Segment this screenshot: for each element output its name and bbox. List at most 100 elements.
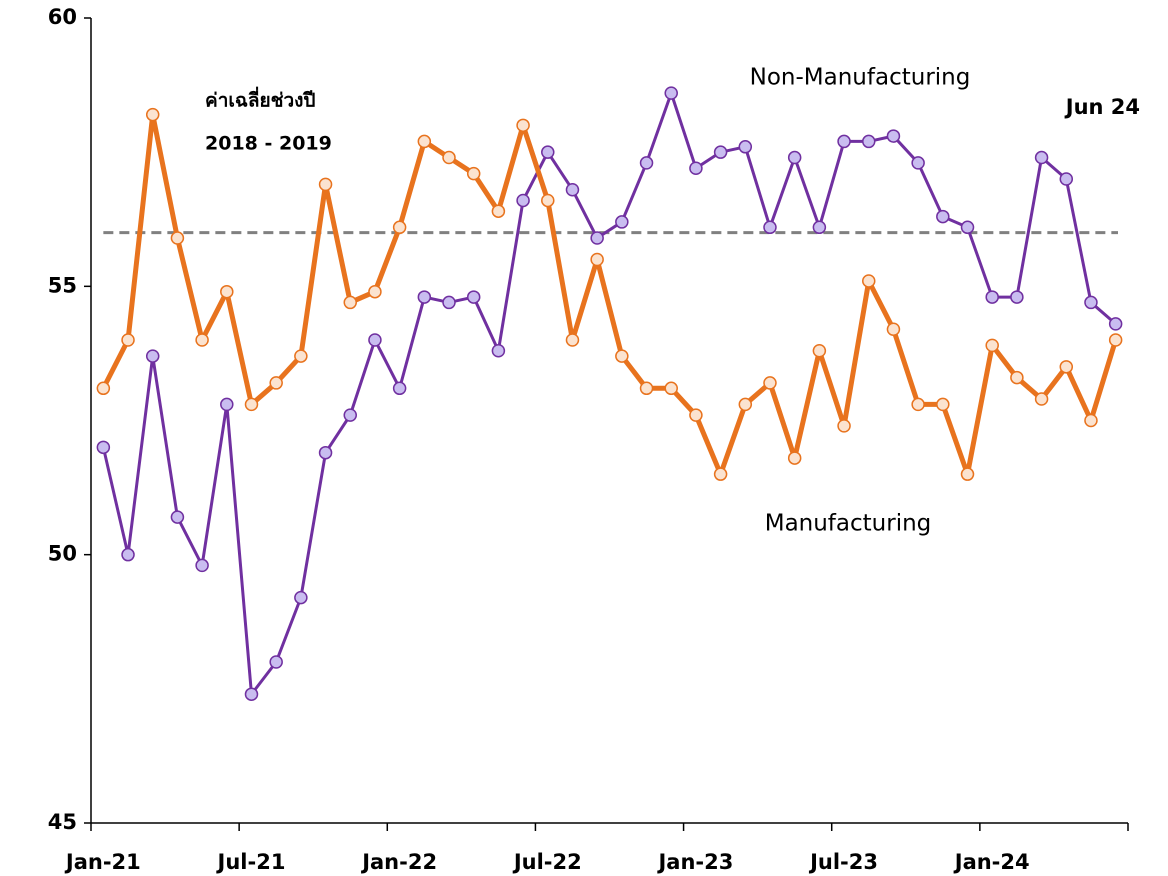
marker	[145, 107, 160, 122]
marker	[195, 558, 209, 573]
x-tick-label: Jan-21	[64, 850, 141, 874]
marker	[837, 134, 851, 149]
marker	[368, 333, 382, 347]
marker	[96, 381, 111, 396]
marker	[1108, 317, 1123, 331]
marker	[936, 209, 950, 224]
marker	[170, 231, 185, 245]
marker	[565, 182, 580, 197]
marker	[985, 290, 999, 304]
marker	[689, 408, 703, 422]
y-tick-label: 50	[48, 542, 77, 566]
marker	[491, 343, 506, 358]
marker	[639, 381, 654, 396]
marker	[936, 397, 950, 412]
marker	[269, 376, 283, 390]
marker	[491, 204, 506, 218]
marker	[1108, 333, 1123, 347]
marker	[1084, 295, 1098, 310]
marker	[343, 295, 357, 310]
marker	[121, 333, 135, 347]
marker	[466, 166, 481, 181]
marker	[960, 467, 975, 481]
marker	[960, 220, 975, 235]
marker	[368, 284, 382, 299]
marker	[565, 333, 580, 347]
marker	[1059, 172, 1074, 186]
marker	[1034, 150, 1049, 165]
marker	[145, 349, 160, 363]
y-tick-label: 55	[48, 273, 77, 297]
marker	[220, 284, 234, 299]
reference-label: ค่าเฉลี่ยช่วงปี	[205, 87, 316, 112]
marker	[763, 376, 777, 390]
x-tick-label: Jan-23	[656, 850, 733, 874]
y-tick-label: 45	[48, 810, 77, 834]
marker	[1010, 290, 1024, 304]
series-line	[101, 112, 1119, 477]
marker	[713, 467, 728, 481]
marker	[392, 381, 407, 396]
annotation: Jun 24	[1064, 95, 1140, 119]
marker	[442, 295, 456, 310]
marker	[1084, 413, 1098, 428]
marker	[516, 118, 530, 133]
marker	[615, 349, 629, 363]
marker	[985, 338, 999, 353]
marker	[244, 397, 259, 412]
marker	[763, 220, 777, 235]
marker	[442, 150, 456, 165]
marker	[639, 156, 654, 170]
marker	[541, 145, 555, 159]
marker	[318, 177, 333, 192]
x-tick-label: Jan-24	[953, 850, 1030, 874]
marker	[392, 220, 407, 235]
marker	[269, 655, 283, 669]
x-tick-label: Jan-22	[360, 850, 437, 874]
marker	[787, 150, 802, 165]
marker	[664, 381, 678, 396]
marker	[911, 156, 925, 170]
x-tick-label: Jul-22	[512, 850, 582, 874]
marker	[738, 140, 753, 154]
marker	[689, 161, 703, 176]
series-label: Manufacturing	[765, 511, 932, 537]
marker	[417, 290, 432, 304]
marker	[220, 397, 234, 412]
marker	[862, 134, 876, 149]
marker	[812, 343, 827, 358]
marker	[417, 134, 432, 149]
marker	[318, 445, 333, 460]
marker	[195, 333, 209, 347]
marker	[713, 145, 728, 159]
marker	[1034, 392, 1049, 406]
marker	[837, 419, 851, 433]
marker	[664, 86, 678, 100]
marker	[121, 547, 135, 562]
marker	[541, 193, 555, 208]
marker	[516, 193, 530, 208]
marker	[615, 215, 629, 229]
marker	[911, 397, 925, 412]
marker	[738, 397, 753, 412]
marker	[244, 687, 259, 701]
reference-label: 2018 - 2019	[205, 133, 332, 155]
x-tick-label: Jul-21	[216, 850, 286, 874]
marker	[590, 231, 604, 245]
series-line	[101, 91, 1117, 696]
y-tick-label: 60	[48, 5, 77, 29]
marker	[812, 220, 827, 235]
marker	[170, 510, 185, 524]
marker	[294, 590, 308, 605]
marker	[590, 252, 604, 267]
marker	[1010, 370, 1024, 385]
marker	[343, 408, 357, 422]
x-tick-label: Jul-23	[808, 850, 878, 874]
marker	[862, 274, 876, 288]
marker	[466, 290, 481, 304]
marker	[886, 322, 901, 337]
marker	[787, 451, 802, 465]
marker	[294, 349, 308, 363]
marker	[96, 440, 111, 455]
